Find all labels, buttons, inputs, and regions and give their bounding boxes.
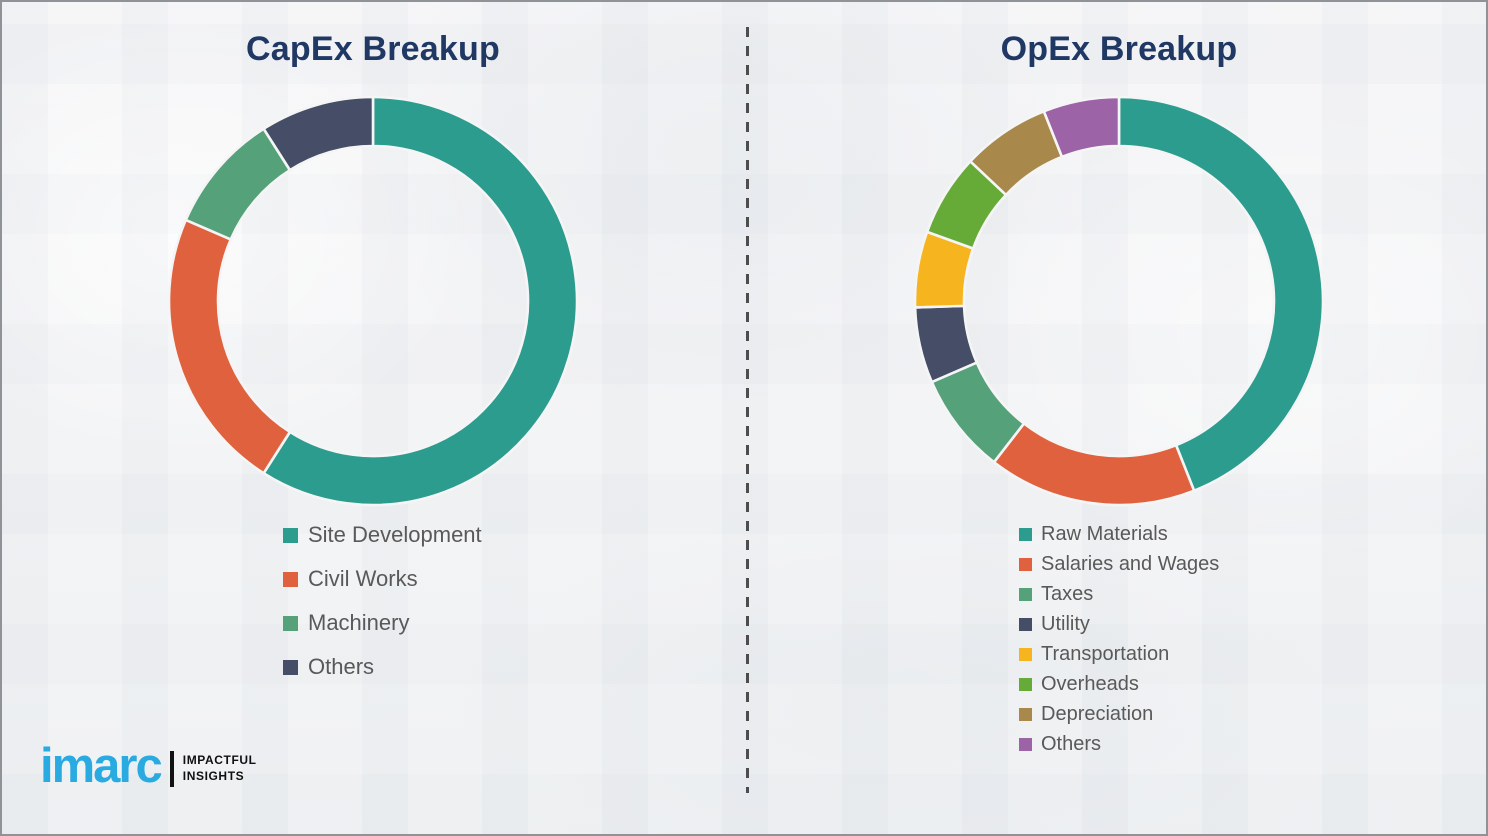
- legend-item-others: Others: [283, 645, 482, 689]
- donut-segment-salaries-and-wages: [992, 422, 1196, 507]
- donut-segment-civil-works: [167, 218, 292, 475]
- legend-swatch: [1019, 647, 1032, 661]
- legend-item-overheads: Overheads: [1019, 669, 1219, 699]
- legend-swatch: [283, 527, 298, 543]
- logo-divider-bar: [169, 750, 174, 787]
- imarc-logo-wordmark: imarc: [40, 739, 163, 793]
- legend-item-site-development: Site Development: [283, 513, 482, 557]
- legend-item-others: Others: [1019, 729, 1219, 759]
- legend-item-transportation: Transportation: [1019, 639, 1219, 669]
- opex-donut-chart: [913, 95, 1325, 507]
- donut-segment-others: [262, 95, 375, 172]
- opex-legend: Raw Materials Salaries and Wages Taxes Util…: [1019, 519, 1219, 759]
- legend-label: Raw Materials: [1041, 522, 1168, 545]
- capex-legend: Site Development Civil Works Machinery Othe…: [283, 513, 482, 689]
- legend-item-machinery: Machinery: [283, 601, 482, 645]
- logo-tagline-line1: IMPACTFUL: [182, 752, 257, 767]
- legend-item-raw-materials: Raw Materials: [1019, 519, 1219, 549]
- legend-swatch: [283, 571, 298, 587]
- legend-label: Salaries and Wages: [1041, 552, 1220, 575]
- legend-item-depreciation: Depreciation: [1019, 699, 1219, 729]
- donut-segment-raw-materials: [1117, 95, 1325, 492]
- legend-label: Taxes: [1041, 582, 1094, 605]
- donut-segment-others: [1042, 95, 1121, 159]
- legend-label: Machinery: [308, 610, 410, 635]
- legend-item-taxes: Taxes: [1019, 579, 1219, 609]
- legend-swatch: [1019, 527, 1032, 541]
- legend-label: Overheads: [1041, 672, 1139, 695]
- legend-swatch: [283, 659, 298, 675]
- legend-label: Others: [308, 654, 375, 679]
- legend-swatch: [1019, 587, 1032, 601]
- legend-label: Civil Works: [308, 566, 418, 591]
- opex-chart-title: OpEx Breakup: [1000, 30, 1238, 68]
- vertical-dashed-divider: [746, 27, 749, 793]
- capex-donut-chart: [167, 95, 579, 507]
- legend-swatch: [1019, 707, 1032, 721]
- capex-chart-title: CapEx Breakup: [246, 30, 500, 68]
- legend-swatch: [1019, 617, 1032, 631]
- legend-label: Depreciation: [1041, 702, 1154, 725]
- legend-label: Site Development: [308, 522, 482, 547]
- logo-tagline-line2: INSIGHTS: [182, 768, 245, 783]
- donut-segment-site-development: [262, 95, 579, 507]
- logo-tagline: IMPACTFUL INSIGHTS: [183, 753, 257, 784]
- legend-swatch: [1019, 557, 1032, 571]
- legend-swatch: [1019, 677, 1032, 691]
- legend-swatch: [1019, 737, 1032, 751]
- legend-item-civil-works: Civil Works: [283, 557, 482, 601]
- legend-label: Utility: [1041, 612, 1090, 635]
- legend-label: Others: [1041, 732, 1102, 755]
- legend-label: Transportation: [1041, 642, 1170, 665]
- legend-swatch: [283, 615, 298, 631]
- imarc-logo: imarc IMPACTFUL INSIGHTS: [40, 742, 257, 791]
- legend-item-utility: Utility: [1019, 609, 1219, 639]
- legend-item-salaries-and-wages: Salaries and Wages: [1019, 549, 1219, 579]
